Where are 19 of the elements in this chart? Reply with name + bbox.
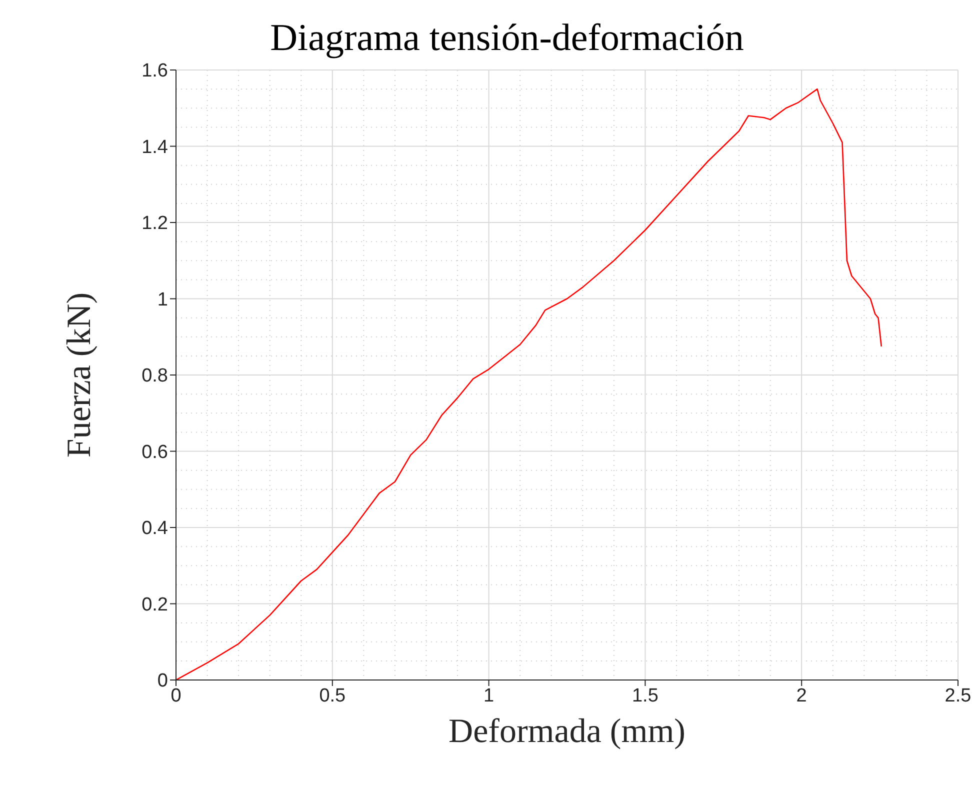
y-tick-label: 1.6 [142, 60, 168, 82]
y-axis-title: Fuerza (kN) [61, 292, 98, 458]
x-tick-label: 1.5 [632, 685, 658, 706]
y-tick-label: 1 [157, 289, 168, 310]
x-tick-label: 0.5 [319, 685, 346, 706]
y-tick-label: 1.4 [142, 136, 168, 158]
x-tick-label: 0 [170, 685, 182, 706]
x-tick-label: 2 [796, 685, 807, 706]
y-tick-label: 0.8 [142, 366, 168, 387]
y-tick-label: 0.2 [142, 594, 168, 616]
y-tick-label: 0.4 [142, 518, 168, 540]
x-axis-title: Deformada (mm) [448, 713, 686, 750]
y-tick-label: 1.2 [142, 213, 168, 234]
x-tick-label: 1 [484, 685, 494, 706]
y-tick-label: 0 [157, 670, 168, 692]
line-series [176, 88, 882, 680]
chart-title: Diagrama tensión-deformación [269, 16, 745, 60]
y-tick-label: 0.6 [142, 442, 168, 463]
x-tick-label: 2.5 [944, 685, 972, 706]
